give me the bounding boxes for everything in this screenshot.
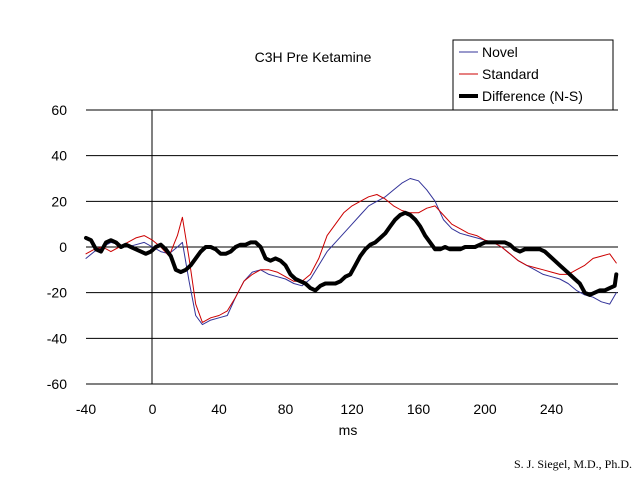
x-tick-label: 200 [473,401,497,417]
x-tick-label: 240 [540,401,564,417]
y-tick-labels: 60 40 20 0 -20 -40 -60 [47,102,67,392]
series-line-standard [85,194,617,323]
legend-label-novel: Novel [482,44,518,60]
y-tick-label: 20 [51,193,67,209]
legend-box [452,39,614,111]
author-credit: S. J. Siegel, M.D., Ph.D. [513,457,632,471]
plot-area [84,178,619,326]
y-tick-label: 60 [51,102,67,118]
y-tick-label: 40 [51,148,67,164]
x-tick-label: 80 [278,401,294,417]
x-tick-label: 120 [340,401,364,417]
chart-title: C3H Pre Ketamine [255,49,372,65]
x-tick-labels: -40 0 40 80 120 160 200 240 [76,401,564,417]
y-tick-label: -60 [47,376,67,392]
x-tick-label: 0 [149,401,157,417]
legend-label-difference: Difference (N-S) [482,88,583,104]
x-tick-label: -40 [76,401,96,417]
legend: Novel Standard Difference (N-S) [452,39,614,111]
y-tick-label: -40 [47,330,67,346]
x-tick-label: 40 [211,401,227,417]
legend-label-standard: Standard [482,66,539,82]
y-tick-label: 0 [59,239,67,255]
y-tick-label: -20 [47,285,67,301]
x-axis-label: ms [339,422,358,438]
series-line-difference [84,210,619,297]
x-tick-label: 160 [407,401,431,417]
